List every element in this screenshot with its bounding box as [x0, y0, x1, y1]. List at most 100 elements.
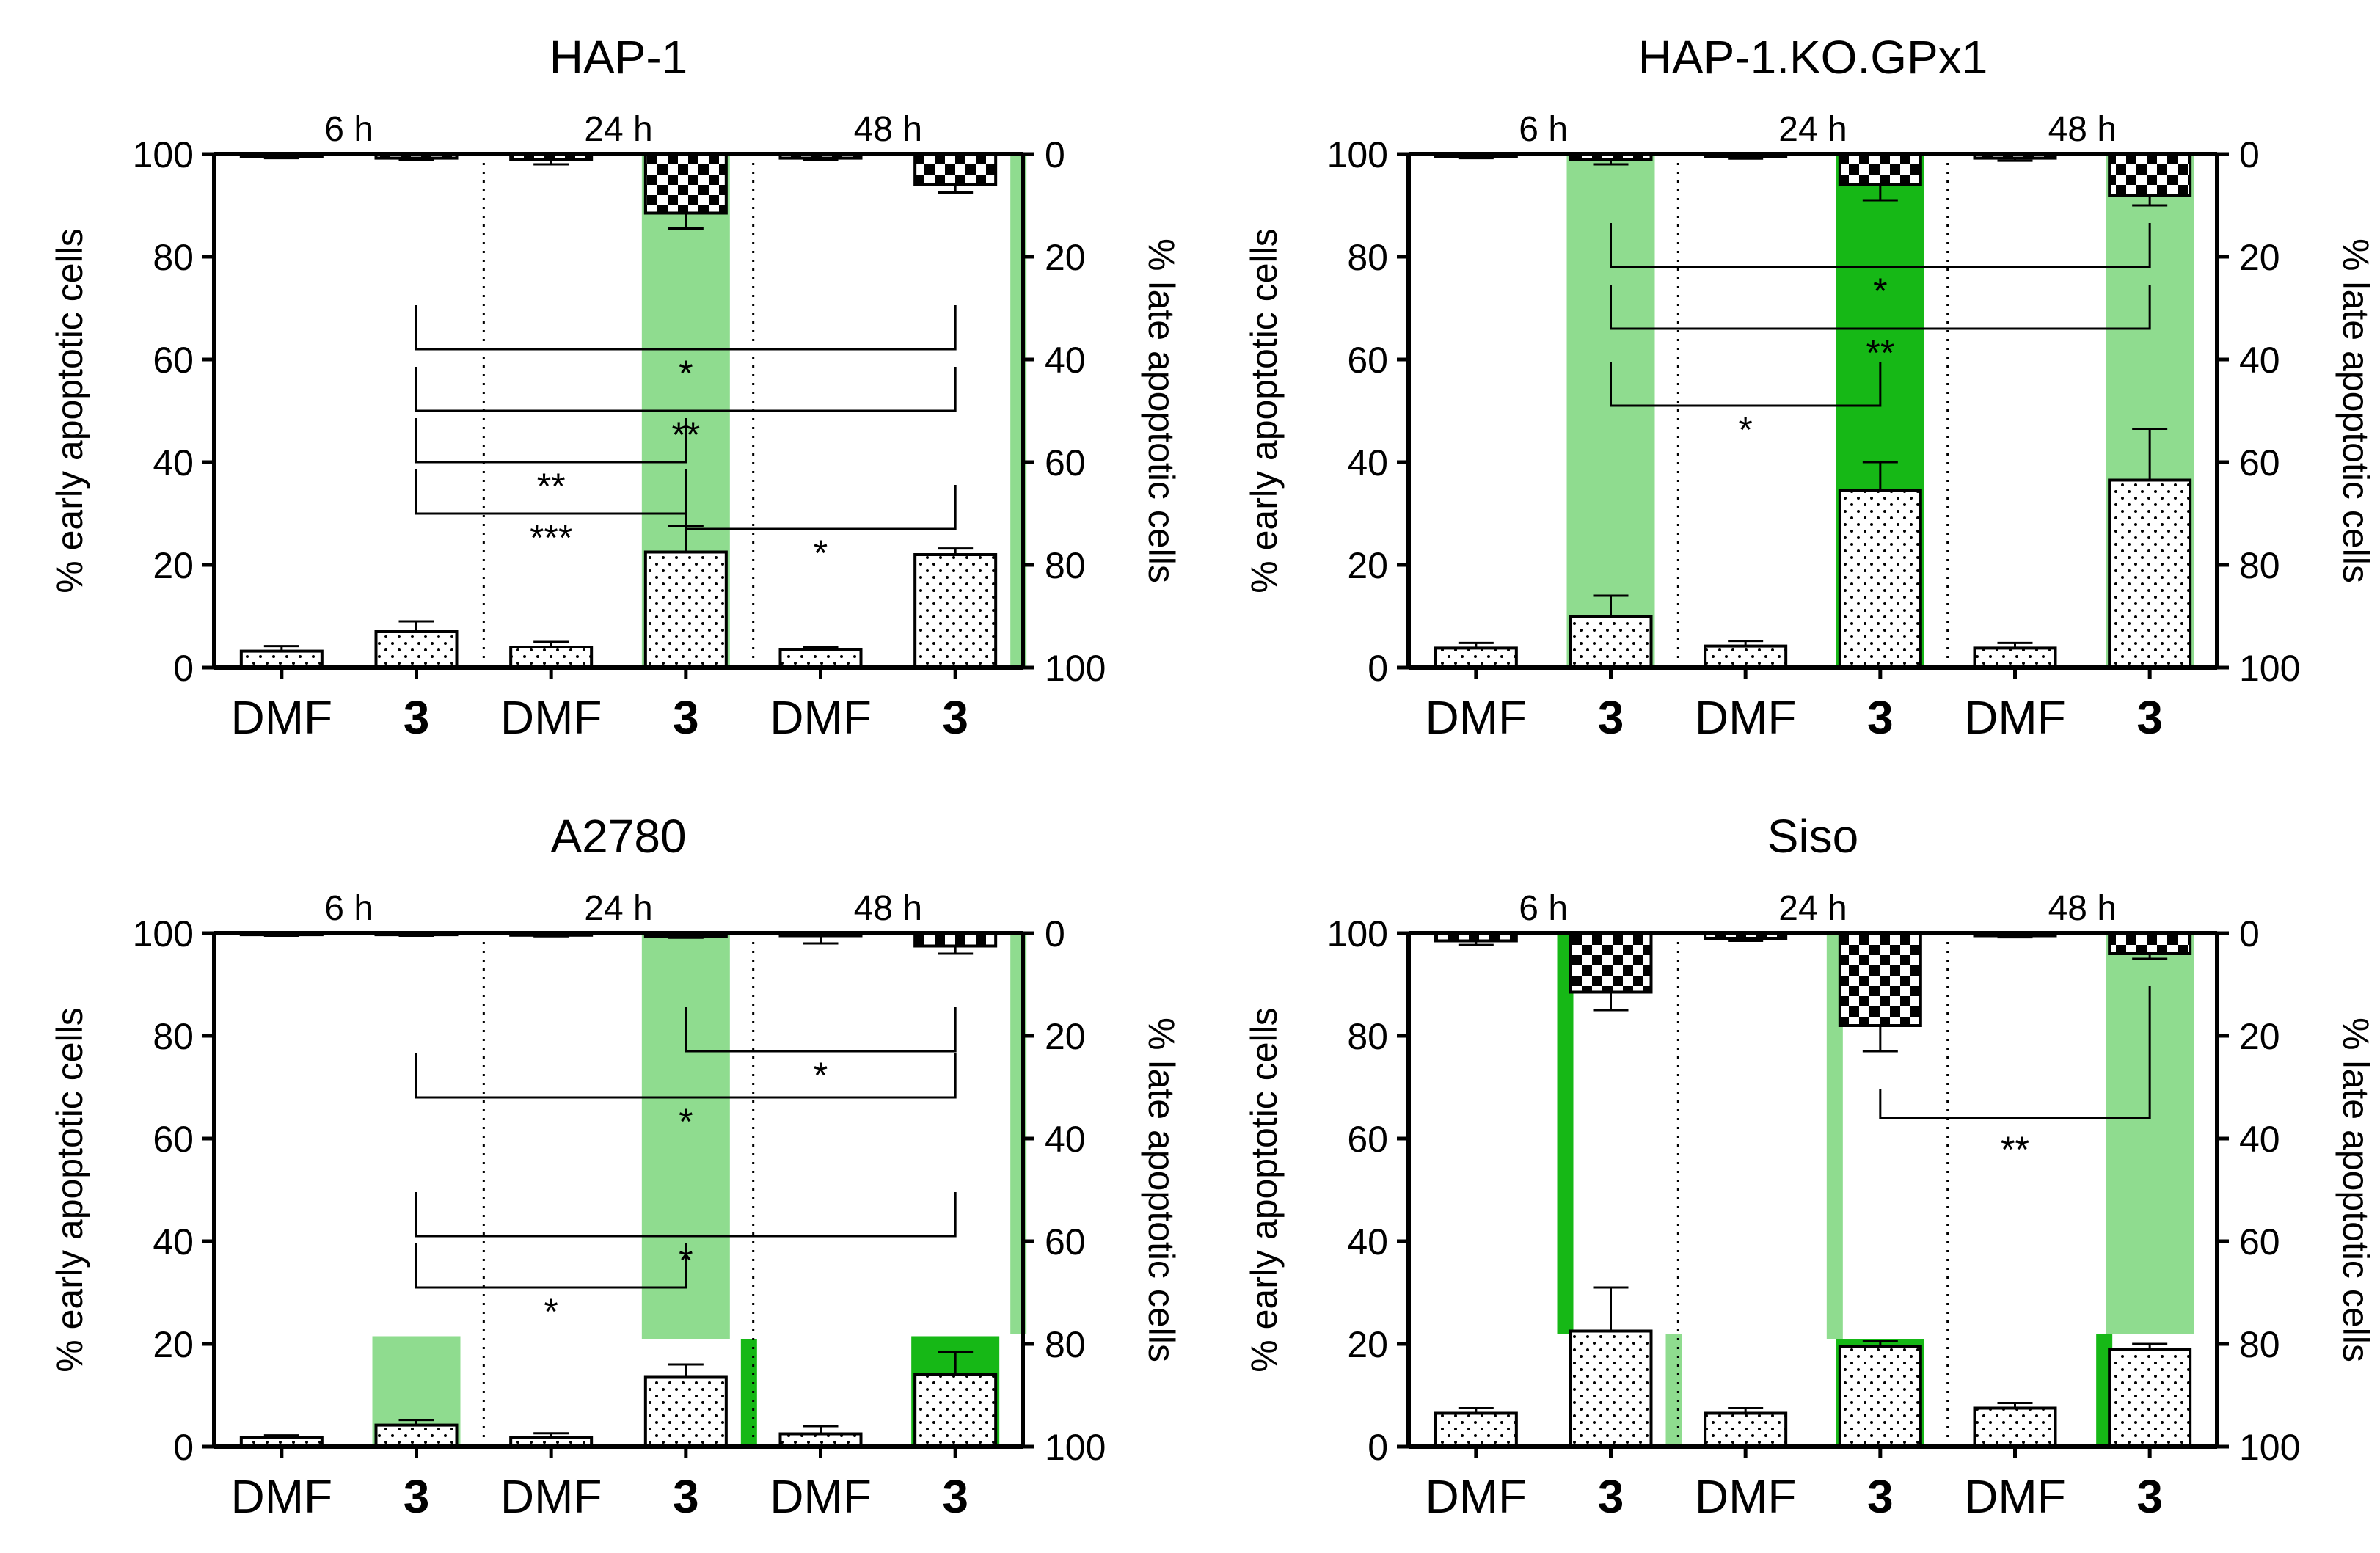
y-tick-label-right-0: 0: [1045, 134, 1065, 175]
bar-late-2: [1569, 932, 1653, 994]
bar-late-4: [643, 153, 728, 215]
significance-label-4: *: [544, 1291, 558, 1332]
y-tick-label-left-40: 40: [1347, 442, 1388, 483]
y-tick-label-left-20: 20: [153, 1324, 194, 1365]
y-tick-label-left-60: 60: [153, 1119, 194, 1160]
y-tick-label-right-20: 20: [1045, 1016, 1086, 1057]
x-tick-label-5: DMF: [770, 1470, 872, 1523]
time-label-1: 6 h: [1519, 110, 1568, 149]
x-tick-label-5: DMF: [1964, 691, 2066, 744]
y-tick-label-right-40: 40: [2239, 340, 2280, 381]
bar-early-5: [778, 648, 863, 669]
y-tick-label-left-40: 40: [1347, 1221, 1388, 1263]
y-tick-label-left-0: 0: [1368, 648, 1388, 689]
significance-bracket-1: [1879, 986, 2151, 1119]
y-tick-label-left-20: 20: [1347, 545, 1388, 586]
x-tick-label-2: 3: [404, 1470, 430, 1523]
y-tick-label-right-100: 100: [2239, 648, 2300, 689]
x-tick-label-6: 3: [942, 1470, 968, 1523]
bar-early-2: [1569, 1329, 1653, 1448]
bar-early-1: [1434, 1411, 1518, 1448]
bar-early-4: [643, 1375, 728, 1448]
y-tick-label-left-60: 60: [1347, 340, 1388, 381]
significance-bracket-4: [415, 367, 957, 412]
y-tick-label-left-80: 80: [153, 1016, 194, 1057]
y-axis-label-right: % late apoptotic cells: [2335, 238, 2376, 583]
bar-early-2: [374, 630, 459, 669]
x-tick-label-1: DMF: [1426, 691, 1527, 744]
bar-late-4: [1838, 932, 1922, 1027]
y-tick-label-left-0: 0: [173, 1427, 194, 1468]
bar-early-6: [913, 553, 998, 669]
y-tick-label-right-60: 60: [1045, 1221, 1086, 1263]
significance-bracket-3: [1610, 362, 1882, 407]
bar-late-4: [1838, 153, 1922, 186]
y-tick-label-left-80: 80: [1347, 237, 1388, 278]
x-tick-label-4: 3: [673, 1470, 699, 1523]
time-label-1: 6 h: [324, 110, 373, 149]
significance-label-1: *: [814, 1055, 828, 1096]
y-tick-label-right-60: 60: [1045, 442, 1086, 483]
significance-bracket-3: [415, 305, 957, 351]
chart-title: HAP-1: [550, 31, 688, 84]
bar-early-4: [1838, 1345, 1922, 1448]
time-label-2: 24 h: [584, 889, 652, 928]
x-tick-label-2: 3: [1598, 691, 1624, 744]
bar-early-5: [1973, 646, 2057, 670]
bar-early-6: [913, 1373, 998, 1448]
y-tick-label-left-40: 40: [153, 442, 194, 483]
time-label-3: 48 h: [2048, 110, 2117, 149]
time-label-3: 48 h: [854, 889, 922, 928]
time-label-1: 6 h: [1519, 889, 1568, 928]
significance-bracket-4: [415, 1243, 687, 1289]
y-tick-label-right-40: 40: [1045, 1119, 1086, 1160]
y-tick-label-right-100: 100: [1045, 1427, 1106, 1468]
significance-bracket-2: [1610, 285, 2151, 330]
y-tick-label-right-80: 80: [2239, 545, 2280, 586]
significance-label-1: *: [1873, 271, 1887, 312]
y-tick-label-left-60: 60: [153, 340, 194, 381]
x-tick-label-4: 3: [673, 691, 699, 744]
time-label-3: 48 h: [854, 110, 922, 149]
y-tick-label-left-20: 20: [1347, 1324, 1388, 1365]
bar-early-2: [374, 1423, 459, 1448]
significance-label-2: *: [814, 533, 828, 574]
bar-late-6: [913, 153, 998, 186]
bar-early-3: [1704, 1411, 1788, 1448]
y-axis-label-left: % early apoptotic cells: [49, 1007, 90, 1372]
y-axis-label-left: % early apoptotic cells: [1244, 1007, 1285, 1372]
y-axis-label-right: % late apoptotic cells: [2335, 1017, 2376, 1362]
bar-early-1: [1434, 646, 1518, 670]
bar-late-6: [2108, 153, 2192, 197]
significance-bracket-1: [1610, 223, 2151, 268]
y-axis-label-right: % late apoptotic cells: [1141, 1017, 1182, 1362]
y-tick-label-right-20: 20: [1045, 237, 1086, 278]
y-tick-label-left-100: 100: [1327, 913, 1388, 954]
significance-label-5: **: [537, 466, 566, 507]
highlight-band-3: [1826, 933, 1843, 1339]
y-tick-label-left-0: 0: [173, 648, 194, 689]
y-tick-label-right-60: 60: [2239, 442, 2280, 483]
x-tick-label-6: 3: [942, 691, 968, 744]
time-label-3: 48 h: [2048, 889, 2117, 928]
bar-early-3: [509, 646, 594, 669]
y-tick-label-right-20: 20: [2239, 237, 2280, 278]
bar-early-4: [1838, 489, 1922, 669]
highlight-band-3: [740, 1339, 757, 1447]
y-tick-label-right-60: 60: [2239, 1221, 2280, 1263]
significance-bracket-2: [415, 1053, 957, 1099]
highlight-band-1: [1557, 933, 1574, 1334]
y-tick-label-left-0: 0: [1368, 1427, 1388, 1468]
bar-late-6: [2108, 932, 2192, 955]
time-label-2: 24 h: [1778, 110, 1847, 149]
x-tick-label-1: DMF: [231, 1470, 333, 1523]
x-tick-label-3: DMF: [1695, 1470, 1797, 1523]
y-tick-label-left-100: 100: [133, 913, 194, 954]
x-tick-label-5: DMF: [1964, 1470, 2066, 1523]
y-tick-label-right-100: 100: [2239, 1427, 2300, 1468]
significance-bracket-1: [685, 1007, 957, 1053]
y-axis-label-right: % late apoptotic cells: [1141, 238, 1182, 583]
